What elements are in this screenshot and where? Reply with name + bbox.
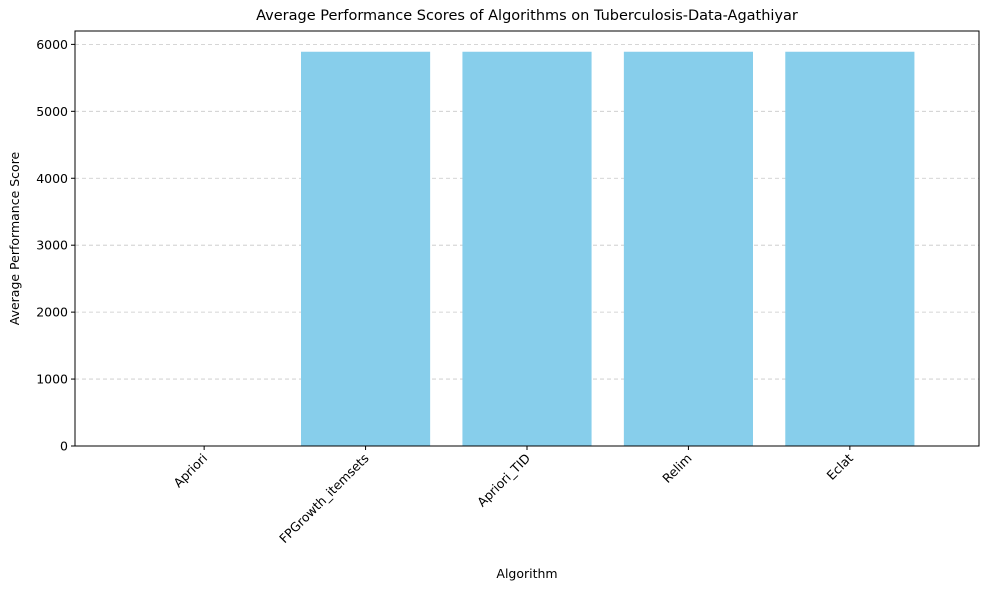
y-axis-ticks: 0 1000 2000 3000 4000 5000 6000 [36,37,75,454]
y-axis-label: Average Performance Score [7,151,22,325]
bars [301,51,915,446]
bar-apriori-tid [462,51,592,446]
bar-fpgrowth-itemsets [301,51,431,446]
x-axis-label: Algorithm [496,566,557,581]
y-tick-label: 3000 [36,238,68,253]
y-tick-label: 0 [60,439,68,454]
y-tick-label: 2000 [36,305,68,320]
y-tick-label: 4000 [36,171,68,186]
bar-eclat [785,51,915,446]
bar-relim [623,51,753,446]
y-tick-label: 1000 [36,372,68,387]
y-tick-label: 6000 [36,37,68,52]
y-tick-label: 5000 [36,104,68,119]
chart-title: Average Performance Scores of Algorithms… [256,8,798,24]
